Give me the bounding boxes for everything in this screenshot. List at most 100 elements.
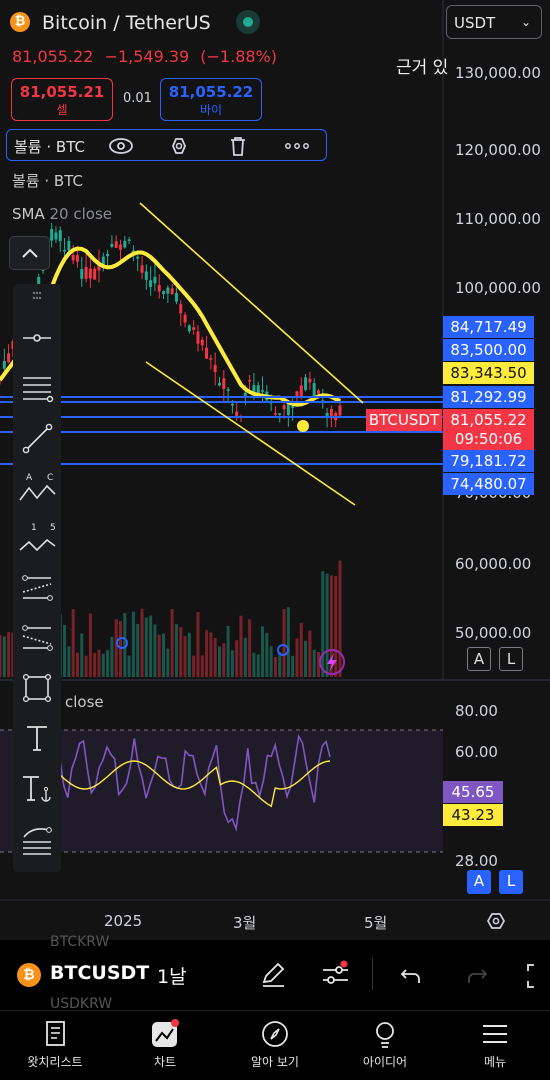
prediction-tool-icon[interactable] — [17, 618, 57, 658]
text-tool-icon[interactable] — [17, 718, 57, 758]
time-label-2025: 2025 — [104, 912, 143, 930]
candle-body — [71, 255, 75, 261]
candle-body — [325, 412, 329, 417]
volume-bar — [63, 624, 67, 677]
symbol-bar: BTCKRW USDKRW ₿ — [0, 934, 550, 1012]
chevron-up-icon — [21, 248, 38, 258]
horizontal-lines-tool-icon[interactable] — [17, 368, 57, 408]
candle-body — [84, 266, 88, 279]
buy-price: 81,055.22 — [168, 83, 254, 101]
rsi-legend[interactable]: close — [65, 693, 104, 711]
indicators-icon[interactable] — [320, 959, 352, 989]
indicator-toolbar[interactable]: 볼륨 · BTC — [6, 129, 327, 161]
watchlist-icon — [0, 1019, 110, 1053]
path-tool-icon[interactable] — [17, 818, 57, 858]
volume-bar — [282, 608, 286, 677]
volume-bar — [166, 648, 170, 677]
volume-bar — [114, 619, 118, 677]
price-chart[interactable] — [0, 0, 550, 940]
candle-body — [248, 380, 252, 382]
candle-body — [114, 241, 118, 248]
candle-body — [174, 293, 178, 302]
sma-legend[interactable]: SMA 20 close — [12, 205, 112, 223]
volume-bar — [93, 652, 97, 677]
candle-body — [200, 339, 204, 346]
auto-scale-button[interactable]: A — [467, 647, 491, 671]
symbol-title[interactable]: Bitcoin / TetherUS — [42, 12, 211, 34]
eye-icon[interactable] — [108, 135, 134, 157]
volume-bar — [248, 619, 252, 677]
volume-bar — [88, 613, 92, 677]
candle-body — [149, 280, 153, 287]
rectangle-tool-icon[interactable] — [17, 668, 57, 708]
volume-bar — [291, 656, 295, 677]
nav-ideas[interactable]: 아이디어 — [330, 1019, 440, 1070]
candle-body — [312, 383, 316, 399]
ghost-symbol-top: BTCKRW — [50, 934, 110, 950]
fullscreen-icon[interactable] — [524, 962, 550, 990]
rsi-auto-scale-button[interactable]: A — [467, 870, 491, 894]
crosshair-tool-icon[interactable] — [17, 318, 57, 358]
volume-bar — [243, 637, 247, 677]
nav-chart[interactable]: 차트 — [110, 1019, 220, 1070]
countdown-tag: 09:50:06 — [443, 428, 534, 450]
nav-explore[interactable]: 알아 보기 — [220, 1019, 330, 1070]
collapse-toolbar-button[interactable] — [9, 236, 50, 270]
volume-bar — [273, 656, 277, 677]
volume-bar — [157, 634, 161, 677]
candle-body — [153, 276, 157, 284]
svg-text:A: A — [26, 473, 33, 483]
menu-icon — [440, 1019, 550, 1053]
pencil-icon[interactable] — [258, 959, 288, 989]
bitcoin-icon: ₿ — [10, 12, 30, 32]
volume-bar — [235, 640, 239, 677]
volume-bar — [11, 632, 15, 677]
anchored-text-tool-icon[interactable] — [17, 768, 57, 808]
log-scale-button[interactable]: L — [499, 647, 523, 671]
undo-icon[interactable] — [398, 962, 424, 988]
candle-body — [157, 285, 161, 292]
candle-body — [213, 364, 217, 373]
more-icon[interactable] — [283, 135, 309, 157]
candle-body — [110, 243, 114, 247]
volume-bar — [84, 655, 88, 677]
volume-legend[interactable]: 볼륨 · BTC — [12, 172, 83, 190]
buy-button[interactable]: 81,055.22 바이 — [160, 78, 262, 121]
candle-body — [37, 276, 41, 285]
rsi-axis-label: 80.00 — [455, 702, 498, 720]
trend-line-tool-icon[interactable] — [17, 418, 57, 458]
volume-bar — [127, 655, 131, 677]
sell-button[interactable]: 81,055.21 셀 — [11, 78, 113, 121]
symbol-search-button[interactable]: BTCUSDT — [50, 962, 150, 984]
pitchfork-tool-icon[interactable] — [17, 568, 57, 608]
volume-bar — [209, 632, 213, 677]
drag-handle-icon[interactable] — [17, 284, 57, 308]
rsi-log-scale-button[interactable]: L — [499, 870, 523, 894]
nav-menu[interactable]: 메뉴 — [440, 1019, 550, 1070]
settings-hex-icon[interactable] — [166, 135, 192, 157]
candle-body — [63, 250, 67, 252]
price-level-tag: 83,500.00 — [443, 339, 534, 361]
trash-icon[interactable] — [225, 135, 251, 157]
chart-settings-icon[interactable] — [485, 910, 507, 932]
price-level-tag: 74,480.07 — [443, 473, 534, 495]
sma-name: SMA — [12, 205, 45, 223]
price-level-tag: 81,292.99 — [443, 386, 534, 408]
nav-label: 아이디어 — [362, 1055, 408, 1069]
redo-icon[interactable] — [464, 962, 490, 988]
rsi-line — [59, 733, 331, 832]
chevron-down-icon: ⌄ — [520, 15, 531, 29]
interval-button[interactable]: 1날 — [157, 966, 187, 988]
candle-body — [316, 390, 320, 394]
price-axis-label: 120,000.00 — [455, 141, 541, 159]
volume-bar — [7, 632, 11, 677]
candle-body — [140, 265, 144, 273]
nav-watchlist[interactable]: 왓치리스트 — [0, 1019, 110, 1070]
candle-body — [50, 229, 54, 241]
volume-bar — [183, 636, 187, 677]
candle-body — [252, 385, 256, 394]
quote-currency-select[interactable]: USDT ⌄ — [446, 5, 542, 39]
